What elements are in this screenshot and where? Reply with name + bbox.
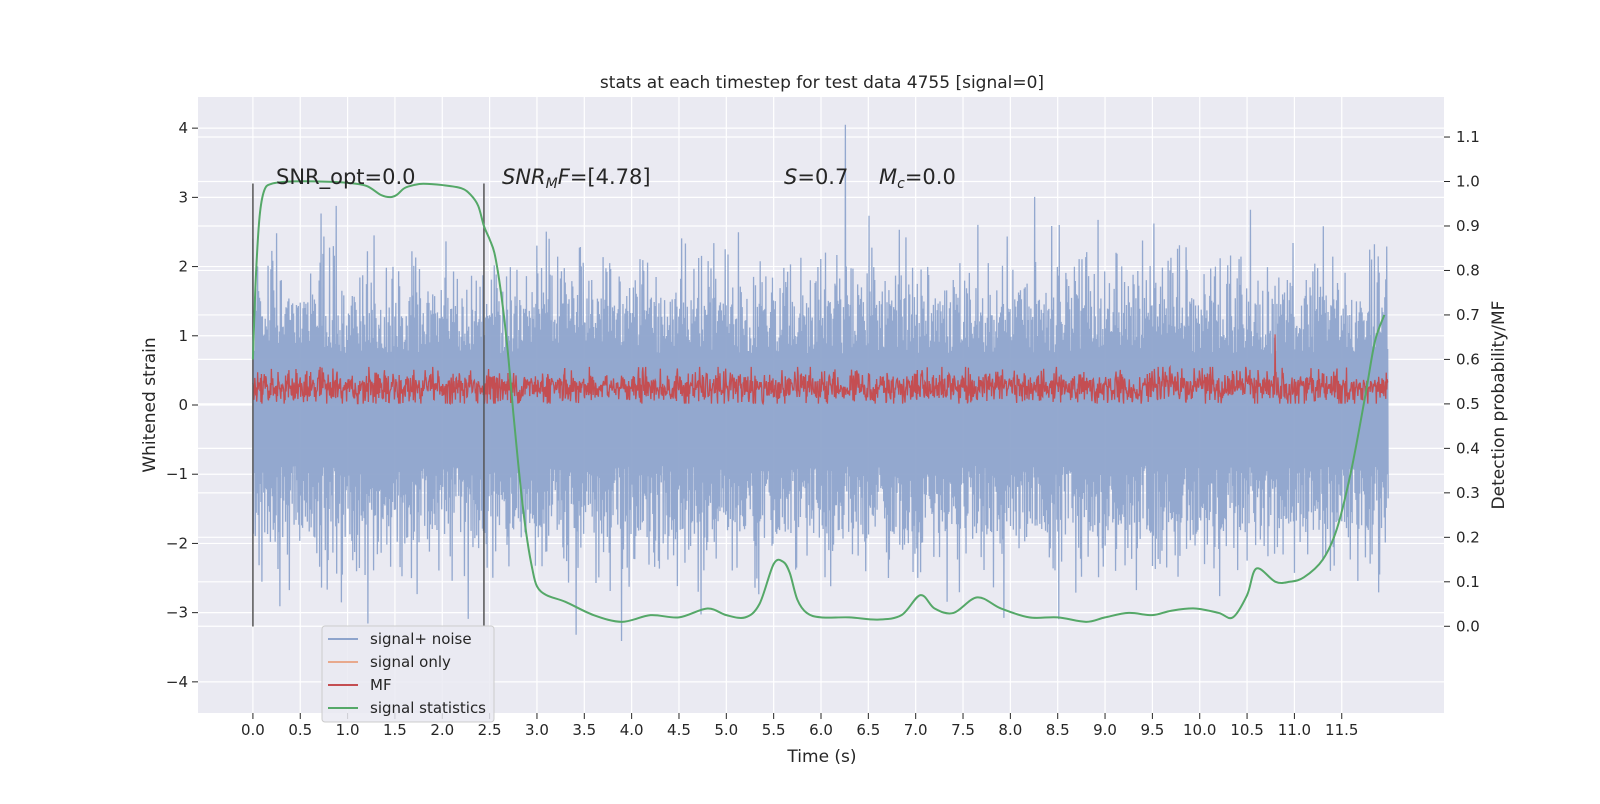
y-right-tick-label-9: 0.9: [1456, 217, 1480, 235]
y-right-tick-label-2: 0.2: [1456, 528, 1480, 546]
x-tick-label-15: 7.5: [951, 721, 975, 739]
x-tick-label-5: 2.5: [478, 721, 502, 739]
x-tick-label-4: 2.0: [430, 721, 454, 739]
x-tick-label-2: 1.0: [336, 721, 360, 739]
y-right-tick-label-7: 0.7: [1456, 306, 1480, 324]
x-tick-label-20: 10.0: [1183, 721, 1216, 739]
legend-label-signal-noise: signal+ noise: [370, 630, 472, 648]
x-tick-label-16: 8.0: [998, 721, 1022, 739]
y-tick-label-3: −1: [166, 465, 188, 483]
y-ticks-left: −4 −3 −2 −1 0 1 2 3 4: [166, 119, 198, 691]
y-tick-label-6: 2: [178, 258, 188, 276]
annotation-snr-opt: SNR_opt=0.0: [276, 165, 416, 190]
y-tick-label-0: −4: [166, 673, 188, 691]
y-right-tick-label-5: 0.5: [1456, 395, 1480, 413]
y-right-tick-label-3: 0.3: [1456, 484, 1480, 502]
x-tick-label-19: 9.5: [1140, 721, 1164, 739]
legend: signal+ noise signal only MF signal stat…: [321, 625, 495, 723]
s-value: =0.7: [797, 165, 848, 189]
line-signal-statistics: [251, 180, 1386, 623]
vertical-markers: [252, 183, 485, 627]
x-axis-title: Time (s): [786, 747, 856, 767]
y-axis-title-left: Whitened strain: [140, 337, 160, 472]
x-tick-label-10: 5.0: [714, 721, 738, 739]
x-tick-label-12: 6.0: [809, 721, 833, 739]
chart-title: stats at each timestep for test data 475…: [600, 73, 1044, 93]
y-tick-label-1: −3: [166, 604, 188, 622]
y-right-tick-label-1: 0.1: [1456, 573, 1480, 591]
y-ticks-right: 0.0 0.1 0.2 0.3 0.4 0.5 0.6 0.7 0.8 0.9 1.0 1.1: [1444, 128, 1480, 635]
series-mf: [252, 334, 1389, 406]
legend-label-signal-statistics: signal statistics: [370, 699, 486, 717]
y-tick-label-4: 0: [178, 396, 188, 414]
x-tick-label-22: 11.0: [1278, 721, 1311, 739]
y-right-tick-label-0: 0.0: [1456, 617, 1480, 635]
legend-label-mf: MF: [370, 676, 392, 694]
snr-mf-subscript: M: [546, 176, 558, 192]
line-mf: [252, 334, 1389, 406]
x-tick-label-23: 11.5: [1325, 721, 1358, 739]
annotations: SNR_opt=0.0 SNRMF=[4.78] S=0.7 Mc=0.0: [276, 165, 956, 192]
annotation-snr-mf: SNRMF=[4.78]: [502, 165, 651, 192]
y-right-tick-label-8: 0.8: [1456, 261, 1480, 279]
y-right-tick-label-6: 0.6: [1456, 350, 1480, 368]
snr-mf-letter: F: [558, 165, 571, 189]
y-right-tick-label-11: 1.1: [1456, 128, 1480, 146]
x-tick-label-6: 3.0: [525, 721, 549, 739]
x-tick-label-18: 9.0: [1093, 721, 1117, 739]
y-tick-label-8: 4: [178, 119, 188, 137]
y-tick-label-2: −2: [166, 534, 188, 552]
y-tick-label-5: 1: [178, 327, 188, 345]
y-axis-title-right: Detection probability/MF: [1489, 301, 1509, 510]
x-tick-label-11: 5.5: [762, 721, 786, 739]
mc-subscript: c: [897, 176, 905, 192]
x-tick-label-17: 8.5: [1046, 721, 1070, 739]
s-label: S: [784, 165, 797, 189]
x-ticks: 0.0 0.5 1.0 1.5 2.0 2.5 3.0 3.5 4.0 4.5 5.0 5.5 6.0 6…: [241, 713, 1358, 739]
x-tick-label-7: 3.5: [572, 721, 596, 739]
x-tick-label-1: 0.5: [288, 721, 312, 739]
y-right-tick-label-4: 0.4: [1456, 439, 1480, 457]
annotation-mc: Mc=0.0: [879, 165, 956, 192]
snr-mf-value: =[4.78]: [570, 165, 651, 189]
legend-label-signal-only: signal only: [370, 653, 451, 671]
x-tick-label-13: 6.5: [856, 721, 880, 739]
y-tick-label-7: 3: [178, 188, 188, 206]
x-tick-label-9: 4.5: [667, 721, 691, 739]
series-signal-statistics: [251, 180, 1386, 623]
x-tick-label-0: 0.0: [241, 721, 265, 739]
mc-value: =0.0: [905, 165, 956, 189]
x-tick-label-21: 10.5: [1230, 721, 1263, 739]
y-right-tick-label-10: 1.0: [1456, 173, 1480, 191]
x-tick-label-8: 4.0: [620, 721, 644, 739]
legend-box: [321, 625, 495, 723]
x-tick-label-14: 7.0: [904, 721, 928, 739]
snr-mf-label: SNR: [502, 165, 546, 189]
mc-label: M: [879, 165, 897, 189]
x-tick-label-3: 1.5: [383, 721, 407, 739]
annotation-s: S=0.7: [784, 165, 848, 189]
